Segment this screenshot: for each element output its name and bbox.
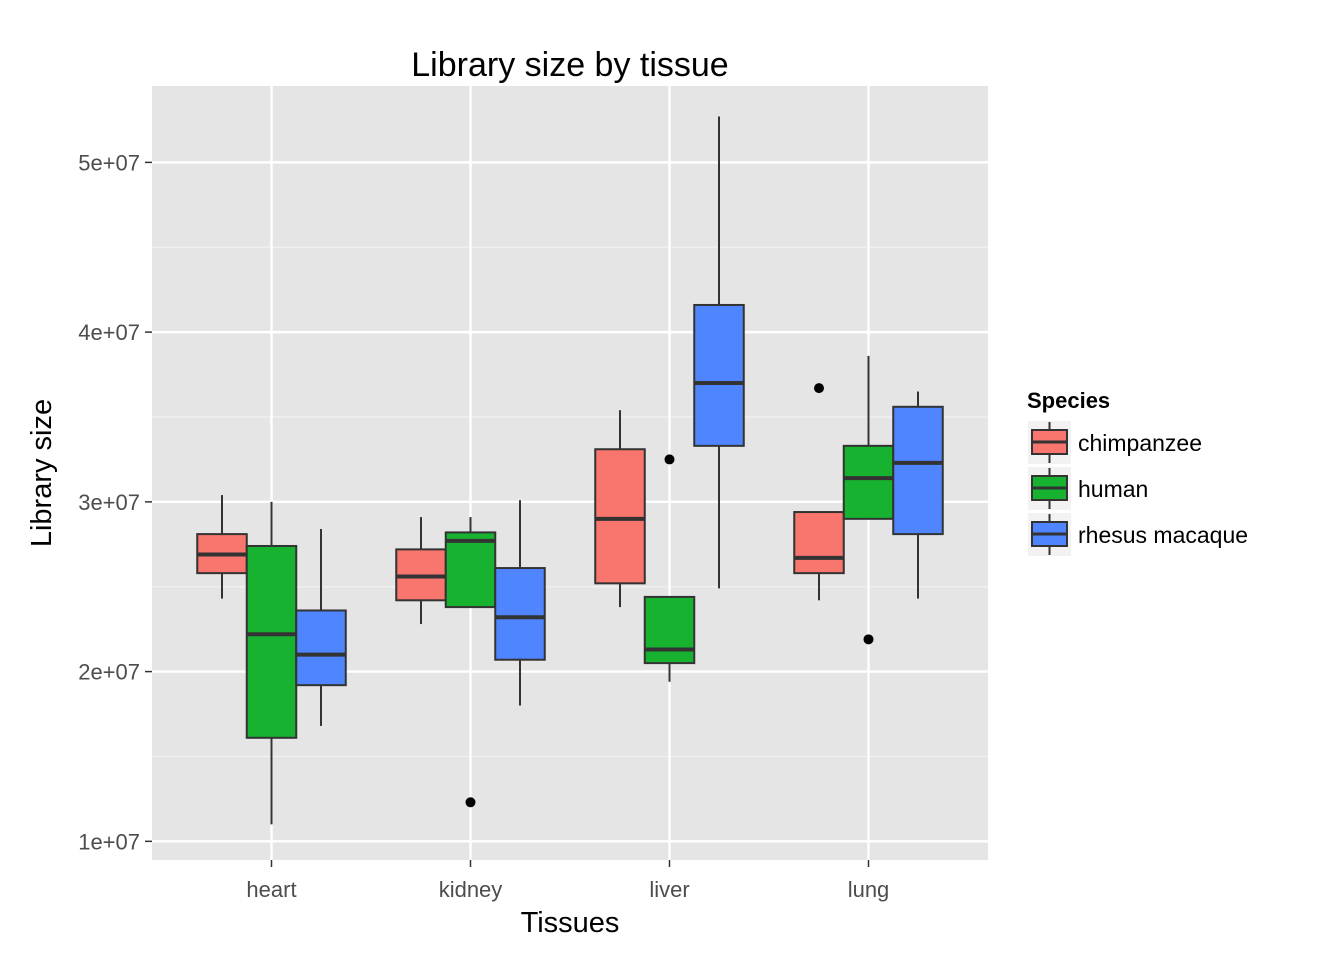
box-body — [643, 595, 696, 665]
y-tick-label: 1e+07 — [78, 829, 140, 854]
box-body — [444, 531, 497, 609]
legend-key-chimpanzee — [1028, 421, 1071, 464]
box-lung-chimpanzee — [793, 383, 845, 601]
x-axis: heart kidney liver lung — [246, 860, 889, 902]
x-tick-label: heart — [246, 877, 296, 902]
outlier-point — [863, 634, 874, 645]
y-tick-label: 5e+07 — [78, 150, 140, 175]
box-lung-human — [842, 355, 895, 645]
box-kidney-human — [444, 517, 497, 808]
legend-label: human — [1078, 476, 1148, 502]
box-liver-human — [643, 454, 696, 682]
box-heart-rhesus-macaque — [295, 529, 347, 726]
y-axis-title: Library size — [26, 399, 58, 547]
legend-key-human — [1028, 467, 1071, 510]
legend: Species chimpanzee human rhesus macaque — [1027, 388, 1248, 556]
box-lung-rhesus-macaque — [892, 391, 944, 599]
x-axis-title: Tissues — [521, 907, 620, 939]
box-body — [793, 511, 845, 575]
chart-title: Library size by tissue — [411, 46, 728, 84]
y-tick-label: 2e+07 — [78, 660, 140, 685]
box-layer — [196, 116, 944, 825]
y-axis: 1e+07 2e+07 3e+07 4e+07 5e+07 — [78, 150, 152, 854]
box-heart-human — [245, 501, 298, 825]
legend-label: chimpanzee — [1078, 430, 1202, 456]
y-tick-label: 3e+07 — [78, 490, 140, 515]
box-kidney-rhesus-macaque — [494, 500, 546, 706]
x-tick-label: kidney — [439, 877, 503, 902]
box-body — [842, 444, 895, 520]
y-tick-label: 4e+07 — [78, 320, 140, 345]
box-liver-chimpanzee — [594, 410, 646, 608]
outlier-point — [664, 454, 675, 465]
legend-label: rhesus macaque — [1078, 522, 1248, 548]
box-body — [245, 544, 298, 739]
x-tick-label: liver — [649, 877, 689, 902]
box-body — [295, 609, 347, 687]
box-liver-rhesus-macaque — [693, 116, 745, 589]
x-tick-label: lung — [848, 877, 890, 902]
box-heart-chimpanzee — [196, 495, 248, 599]
legend-key-rhesus-macaque — [1028, 513, 1071, 556]
legend-title: Species — [1027, 388, 1110, 413]
box-body — [494, 567, 546, 661]
box-body — [892, 405, 944, 536]
outlier-point — [465, 797, 476, 808]
box-body — [594, 448, 646, 585]
outlier-point — [814, 383, 824, 394]
box-body — [693, 303, 745, 447]
